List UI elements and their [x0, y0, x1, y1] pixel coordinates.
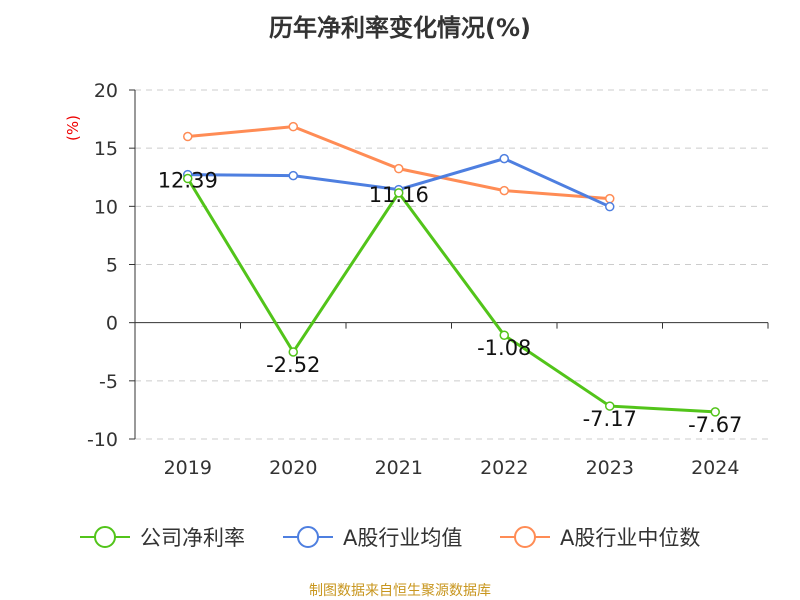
y-tick-label: 20	[94, 80, 118, 102]
x-tick-label: 2023	[586, 457, 634, 479]
data-point	[288, 170, 298, 181]
data-label: 12.39	[158, 169, 218, 193]
data-point	[605, 193, 615, 204]
data-point	[288, 121, 298, 132]
data-point	[710, 407, 720, 417]
legend-label: A股行业中位数	[560, 526, 700, 550]
data-point	[183, 173, 193, 184]
data-point	[394, 188, 404, 198]
data-point	[499, 153, 509, 164]
data-label: -1.08	[477, 336, 531, 360]
y-axis-label: (%)	[64, 115, 82, 141]
y-tick-label: -5	[99, 371, 118, 393]
data-point	[499, 330, 509, 340]
data-point	[288, 347, 298, 357]
legend-marker	[514, 526, 536, 548]
x-tick-label: 2022	[480, 457, 528, 479]
chart-title: 历年净利率变化情况(%)	[269, 14, 531, 42]
legend-marker	[94, 526, 116, 548]
data-label: -7.17	[583, 407, 637, 431]
x-tick-label: 2021	[375, 457, 423, 479]
data-point	[605, 401, 615, 411]
y-tick-label: 0	[106, 313, 118, 335]
y-tick-label: -10	[87, 429, 118, 451]
data-point	[394, 163, 404, 174]
x-tick-label: 2019	[164, 457, 212, 479]
series-line	[186, 177, 716, 414]
x-tick-label: 2020	[269, 457, 317, 479]
source-footer: 制图数据来自恒生聚源数据库	[309, 583, 491, 599]
y-tick-label: 10	[94, 196, 118, 218]
data-point	[605, 201, 615, 212]
data-label: -2.52	[266, 353, 320, 377]
data-point	[499, 185, 509, 196]
y-tick-label: 15	[94, 138, 118, 160]
data-label: 11.16	[369, 183, 429, 207]
legend-marker	[297, 526, 319, 548]
legend-label: A股行业均值	[343, 526, 462, 550]
legend-label: 公司净利率	[140, 526, 245, 550]
data-label: -7.67	[688, 413, 742, 437]
x-tick-label: 2024	[691, 457, 739, 479]
y-tick-label: 5	[106, 255, 118, 277]
data-point	[183, 131, 193, 142]
